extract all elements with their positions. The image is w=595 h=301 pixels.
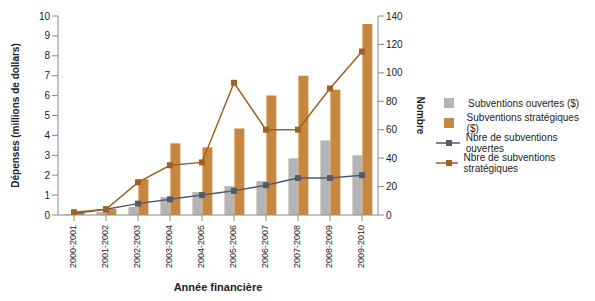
svg-text:2000-2001: 2000-2001 <box>68 225 78 268</box>
svg-text:7: 7 <box>44 70 50 81</box>
svg-text:Année financière: Année financière <box>174 281 263 293</box>
svg-text:2008-2009: 2008-2009 <box>324 225 334 268</box>
svg-text:10: 10 <box>39 11 51 22</box>
svg-text:80: 80 <box>386 96 398 107</box>
svg-text:140: 140 <box>386 11 403 22</box>
html-text:Subventions ouvertes ($): Subventions ouvertes ($) <box>468 97 580 109</box>
svg-text:8: 8 <box>44 50 50 61</box>
svg-text:4: 4 <box>44 130 50 141</box>
svg-text:2: 2 <box>44 170 50 181</box>
html-text:Subventions stratégiques ($): Subventions stratégiques ($) <box>466 112 579 134</box>
svg-text:2009-2010: 2009-2010 <box>356 225 366 268</box>
svg-text:100: 100 <box>386 67 403 78</box>
svg-text:2007-2008: 2007-2008 <box>292 225 302 268</box>
svg-text:2004-2005: 2004-2005 <box>196 225 206 268</box>
svg-text:6: 6 <box>44 90 50 101</box>
svg-text:2006-2007: 2006-2007 <box>260 225 270 268</box>
svg-text:2002-2003: 2002-2003 <box>132 225 142 268</box>
svg-text:1: 1 <box>44 190 50 201</box>
svg-text:0: 0 <box>44 210 50 221</box>
svg-text:120: 120 <box>386 39 403 50</box>
svg-text:2005-2006: 2005-2006 <box>228 225 238 268</box>
svg-text:60: 60 <box>386 124 398 135</box>
html-text:Nbre de subventions stratégiqu: Nbre de subventions stratégiques <box>463 152 556 174</box>
svg-text:Dépenses (millions de dollars): Dépenses (millions de dollars) <box>10 43 21 187</box>
svg-text:9: 9 <box>44 30 50 41</box>
svg-text:3: 3 <box>44 150 50 161</box>
svg-text:2001-2002: 2001-2002 <box>100 225 110 268</box>
svg-text:5: 5 <box>44 110 50 121</box>
svg-text:0: 0 <box>386 210 392 221</box>
svg-text:20: 20 <box>386 181 398 192</box>
svg-text:Nombre: Nombre <box>415 97 426 135</box>
html-text:Nbre de subventions ouvertes: Nbre de subventions ouvertes <box>465 132 558 154</box>
svg-text:40: 40 <box>386 153 398 164</box>
svg-text:2003-2004: 2003-2004 <box>164 225 174 268</box>
